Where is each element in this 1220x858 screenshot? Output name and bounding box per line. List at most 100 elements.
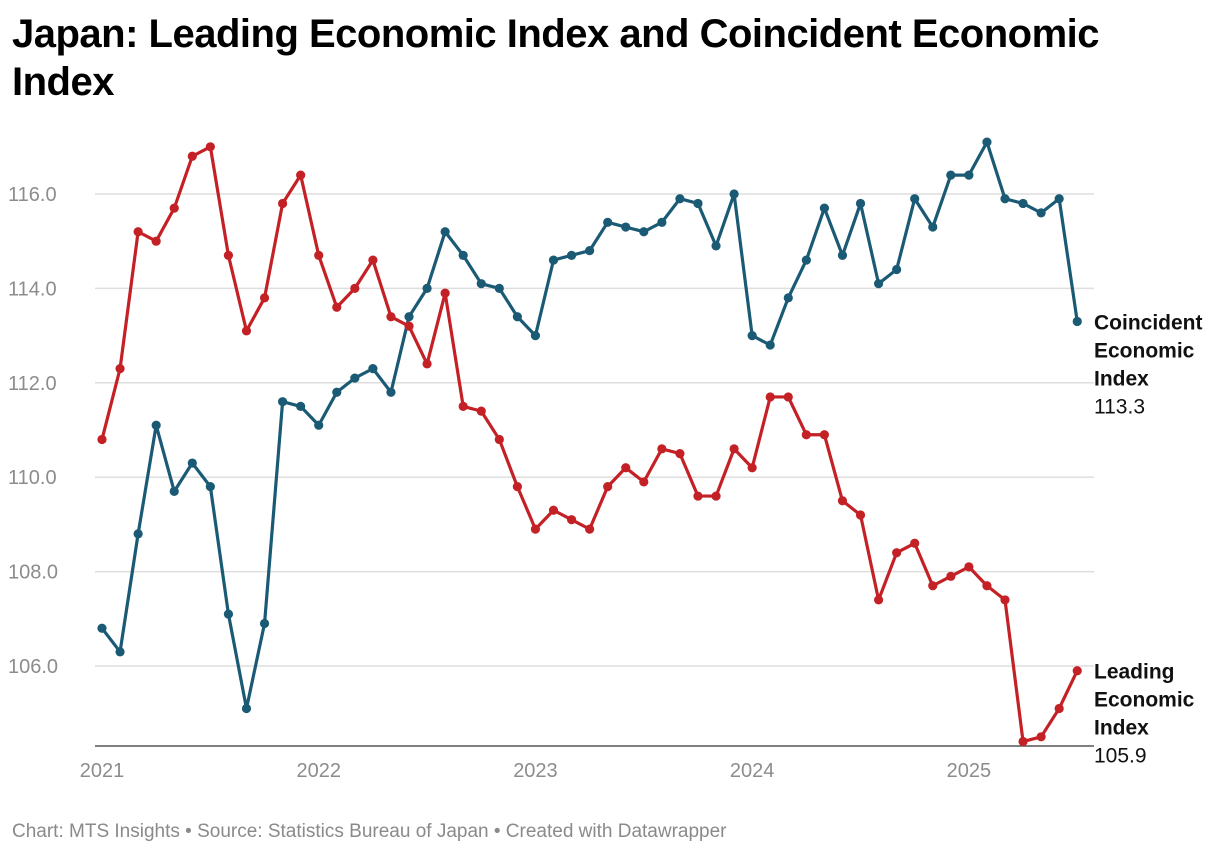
coincident-economic-index-point xyxy=(675,194,685,204)
coincident-economic-index-point xyxy=(512,312,522,322)
leading-economic-index-point xyxy=(585,524,595,534)
leading-economic-index-label-line: Index xyxy=(1094,717,1149,740)
coincident-economic-index-point xyxy=(910,194,920,204)
leading-economic-index-point xyxy=(440,288,450,298)
coincident-economic-index-point xyxy=(639,227,649,237)
series-lines xyxy=(100,140,1079,744)
coincident-economic-index-point xyxy=(548,255,559,265)
y-tick-label: 108.0 xyxy=(8,562,58,584)
leading-economic-index-point xyxy=(422,359,432,369)
leading-economic-index-point xyxy=(151,236,161,246)
leading-economic-index-label-line: Economic xyxy=(1094,689,1195,712)
coincident-economic-index-point xyxy=(205,482,215,492)
coincident-economic-index-end-label: Coincident Economic Index 113.3 xyxy=(1094,311,1203,418)
leading-economic-index-point xyxy=(621,463,631,473)
coincident-economic-index-point xyxy=(386,387,396,397)
leading-economic-index-point xyxy=(657,444,667,454)
coincident-economic-index-point xyxy=(621,222,631,232)
leading-economic-index-point xyxy=(765,392,775,402)
coincident-economic-index-point xyxy=(458,250,468,260)
chart-footer-credits: Chart: MTS Insights • Source: Statistics… xyxy=(12,821,727,842)
y-tick-label: 110.0 xyxy=(8,467,57,489)
coincident-economic-index-point xyxy=(783,293,793,303)
leading-economic-index-label-line: Leading xyxy=(1094,661,1175,684)
leading-economic-index-point xyxy=(946,571,956,581)
coincident-economic-index-point xyxy=(151,420,161,430)
coincident-economic-index-label-line: Coincident xyxy=(1094,311,1203,334)
coincident-economic-index-point xyxy=(566,250,577,260)
leading-economic-index-point xyxy=(837,496,848,506)
coincident-economic-index-point xyxy=(278,397,288,407)
x-axis-tick-labels: 2021 2022 2023 2024 2025 xyxy=(80,760,991,782)
coincident-economic-index-point xyxy=(530,331,541,341)
coincident-economic-index-point xyxy=(946,170,956,180)
leading-economic-index-point xyxy=(892,548,902,558)
leading-economic-index-point xyxy=(133,227,143,237)
coincident-economic-index-point xyxy=(892,264,902,275)
coincident-economic-index-point xyxy=(1000,194,1010,204)
leading-economic-index-point xyxy=(855,510,866,520)
leading-economic-index-point xyxy=(783,392,793,402)
y-tick-label: 116.0 xyxy=(8,184,57,206)
coincident-economic-index-point xyxy=(928,222,938,232)
leading-economic-index-point xyxy=(928,581,938,591)
leading-economic-index-point xyxy=(982,581,992,591)
coincident-economic-index-point xyxy=(187,458,197,468)
coincident-economic-index-point xyxy=(729,189,739,199)
leading-economic-index-point xyxy=(404,321,414,331)
leading-economic-index-point xyxy=(711,491,721,501)
coincident-economic-index-point xyxy=(964,170,974,180)
coincident-economic-index-point xyxy=(711,241,721,251)
leading-economic-index-point xyxy=(332,302,342,312)
coincident-economic-index-point xyxy=(97,623,107,633)
coincident-economic-index-point xyxy=(693,198,703,209)
series-end-labels: Coincident Economic Index 113.3 Leading Econo… xyxy=(1094,311,1203,767)
leading-economic-index-point xyxy=(350,283,360,293)
coincident-economic-index-point xyxy=(368,364,378,374)
coincident-economic-index-point xyxy=(657,217,667,227)
leading-economic-index-end-value: 105.9 xyxy=(1094,745,1147,768)
leading-economic-index-point xyxy=(548,505,559,515)
leading-economic-index-point xyxy=(386,312,396,322)
chart-title: Japan: Leading Economic Index and Coinci… xyxy=(12,12,1100,104)
leading-economic-index-point xyxy=(314,250,324,260)
leading-economic-index-end-label: Leading Economic Index 105.9 xyxy=(1094,661,1195,768)
coincident-economic-index-point xyxy=(241,703,252,714)
leading-economic-index-point xyxy=(241,326,252,336)
leading-economic-index-point xyxy=(639,477,649,487)
y-axis-tick-labels: 106.0 108.0 110.0 112.0 114.0 116.0 xyxy=(8,184,58,678)
leading-economic-index-point xyxy=(1072,666,1082,676)
leading-economic-index-point xyxy=(1000,595,1010,605)
coincident-economic-index-point xyxy=(1072,316,1082,327)
leading-economic-index-point xyxy=(97,434,107,445)
coincident-economic-index-label-line: Economic xyxy=(1094,339,1195,362)
leading-economic-index-point xyxy=(729,444,739,454)
leading-economic-index-point xyxy=(368,255,378,265)
x-tick-label: 2025 xyxy=(947,760,992,782)
coincident-economic-index-point xyxy=(259,618,270,629)
leading-economic-index-point xyxy=(1018,736,1028,747)
leading-economic-index-point xyxy=(603,482,613,492)
leading-economic-index-point xyxy=(169,203,179,213)
coincident-economic-index-point xyxy=(476,279,486,289)
coincident-economic-index-point xyxy=(440,227,450,237)
coincident-economic-index-point xyxy=(585,246,595,256)
leading-economic-index-point xyxy=(494,434,504,445)
leading-economic-index-point xyxy=(873,595,884,605)
coincident-economic-index-point xyxy=(982,137,992,147)
coincident-economic-index-point xyxy=(747,331,757,341)
y-tick-label: 106.0 xyxy=(8,656,58,678)
y-tick-label: 112.0 xyxy=(8,373,57,395)
coincident-economic-index-point xyxy=(1036,208,1046,218)
coincident-economic-index-point xyxy=(603,217,613,227)
leading-economic-index-point xyxy=(747,463,757,473)
leading-economic-index-point xyxy=(1054,703,1064,714)
coincident-economic-index-point xyxy=(494,283,504,293)
leading-economic-index-point xyxy=(693,491,703,501)
leading-economic-index-point xyxy=(278,198,288,209)
coincident-economic-index-point xyxy=(873,279,884,289)
coincident-economic-index-point xyxy=(765,340,775,350)
coincident-economic-index-point xyxy=(296,401,306,411)
leading-economic-index-point xyxy=(476,406,486,416)
